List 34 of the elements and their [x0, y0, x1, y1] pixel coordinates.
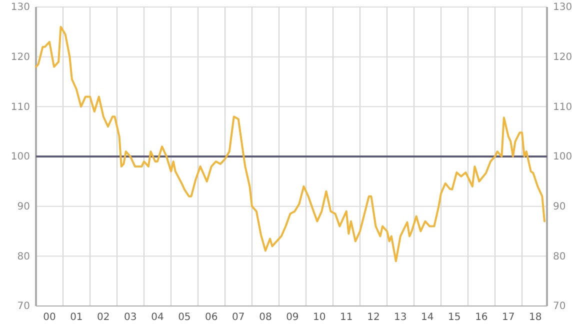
y2-tick-label: 100	[553, 152, 572, 163]
x-tick-label: 04	[151, 312, 164, 324]
x-tick-label: 12	[367, 312, 380, 324]
x-tick-label: 11	[340, 312, 353, 324]
y-tick-label: 120	[10, 52, 30, 64]
y-tick-label: 100	[10, 152, 30, 163]
x-tick-label: 01	[70, 312, 83, 324]
y2-tick-label: 130	[553, 2, 572, 14]
x-tick-label: 17	[502, 312, 515, 324]
y-tick-label: 130	[10, 2, 30, 14]
line-series	[35, 26, 546, 262]
y-tick-label: 110	[10, 102, 30, 113]
y-tick-label: 70	[17, 301, 30, 312]
x-tick-label: 02	[97, 312, 110, 324]
x-tick-label: 09	[286, 312, 299, 324]
y2-tick-label: 110	[553, 102, 572, 113]
x-tick-label: 15	[448, 312, 461, 324]
y2-tick-label: 90	[553, 202, 566, 213]
x-tick-label: 03	[124, 312, 137, 324]
y2-tick-label: 120	[553, 52, 572, 64]
x-tick-label: 13	[394, 312, 407, 324]
x-tick-label: 16	[475, 312, 488, 324]
x-tick-label: 06	[205, 312, 218, 324]
x-tick-label: 14	[421, 312, 434, 324]
x-tick-label: 05	[178, 312, 191, 324]
y2-tick-label: 80	[553, 251, 566, 262]
x-tick-label: 07	[232, 312, 245, 324]
y2-tick-label: 70	[553, 301, 566, 312]
x-tick-label: 18	[529, 312, 542, 324]
x-tick-label: 08	[259, 312, 272, 324]
x-tick-label: 00	[43, 312, 56, 324]
y-tick-label: 80	[17, 251, 30, 262]
x-tick-label: 10	[313, 312, 326, 324]
y-tick-label: 90	[17, 202, 30, 213]
